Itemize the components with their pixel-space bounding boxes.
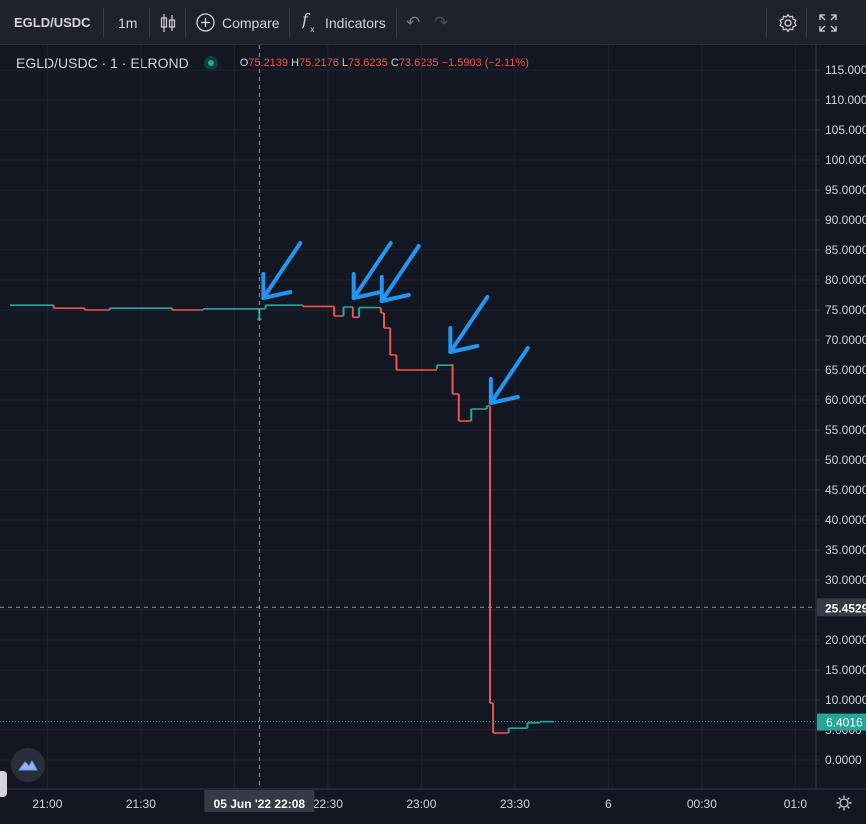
symbol-button[interactable]: EGLD/USDC xyxy=(14,15,91,30)
annotation-arrow-shaft xyxy=(261,241,303,300)
candles-icon[interactable] xyxy=(160,0,176,45)
gear-icon[interactable] xyxy=(778,0,798,45)
interval-button[interactable]: 1m xyxy=(118,14,138,31)
ohlc-values: O75.2139 H75.2176 L73.6235 C73.6235 −1.5… xyxy=(240,57,529,69)
toolbar-divider xyxy=(103,8,104,38)
price-axis: 115.0000 110.0000 105.0000 100.0000 95.0000 9… xyxy=(815,45,866,789)
annotation-arrow-head xyxy=(448,326,480,354)
price-tick-label: 30.0000 xyxy=(825,573,866,587)
close-value: 73.6235 xyxy=(398,57,439,69)
price-tick-label: 60.0000 xyxy=(825,393,866,407)
annotation-arrow-shaft xyxy=(488,346,530,405)
chart-legend: EGLD/USDC · 1 · ELROND O75.2139 H75.2176… xyxy=(16,55,529,71)
crosshair-time-tag xyxy=(204,790,315,812)
compare-label: Compare xyxy=(222,14,280,31)
chart-grid xyxy=(0,45,816,789)
time-tick-label: 6 xyxy=(605,797,612,811)
price-tick-label: 70.0000 xyxy=(825,333,866,347)
tradingview-logo[interactable] xyxy=(11,748,45,782)
low-label: L xyxy=(341,57,348,69)
price-tick-label: 65.0000 xyxy=(825,363,866,377)
annotation-arrow-shaft xyxy=(379,244,421,303)
price-tick-label: 95.0000 xyxy=(825,183,866,197)
price-tick-label: 15.0000 xyxy=(825,663,866,677)
annotation-arrow-head xyxy=(379,275,411,303)
time-tick-label: 21:30 xyxy=(126,797,156,811)
time-axis: 21:00 21:30 22:30 23:00 23:30 6 00:30 01:0 05 Ju… xyxy=(0,788,866,824)
price-chart[interactable]: 115.0000 110.0000 105.0000 100.0000 95.0000 9… xyxy=(0,45,866,824)
change-value: −1.5903 (−2.11%) xyxy=(441,57,529,69)
left-panel-handle[interactable] xyxy=(0,771,7,797)
crosshair-price-tag xyxy=(817,598,866,617)
svg-text:f: f xyxy=(302,12,311,29)
price-tick-label: 90.0000 xyxy=(825,213,866,227)
toolbar-divider xyxy=(289,8,290,38)
arrow-annotations xyxy=(261,241,530,405)
plus-circle-icon xyxy=(196,13,215,32)
price-tick-label: 40.0000 xyxy=(825,513,866,527)
compare-button[interactable]: Compare xyxy=(196,0,280,45)
last-price-label: 6.4016 xyxy=(826,716,863,730)
low-value: 73.6235 xyxy=(348,57,388,69)
axis-settings-icon-core xyxy=(839,798,849,808)
annotation-arrow-shaft xyxy=(351,241,393,300)
price-tick-label: 110.0000 xyxy=(825,93,866,107)
price-tick-label: 100.0000 xyxy=(825,153,866,167)
time-axis-bg xyxy=(0,790,866,824)
toolbar-divider xyxy=(766,8,767,38)
annotation-arrow-head xyxy=(488,377,520,405)
price-tick-label: 0.0000 xyxy=(825,753,862,767)
open-value: 75.2139 xyxy=(248,57,289,69)
candle-series xyxy=(0,45,816,789)
price-tick-label: 85.0000 xyxy=(825,243,866,257)
price-axis-bg xyxy=(817,45,866,789)
price-tick-label: 45.0000 xyxy=(825,483,866,497)
price-tick-label: 105.0000 xyxy=(825,123,866,137)
time-tick-label: 23:00 xyxy=(406,797,436,811)
axis-settings-icon-tooth xyxy=(838,797,841,800)
time-tick-label: 22:30 xyxy=(313,797,343,811)
price-tick-label: 115.0000 xyxy=(825,63,866,77)
svg-text:x: x xyxy=(310,25,315,34)
annotation-arrow-head xyxy=(351,272,383,300)
toolbar-divider xyxy=(806,8,807,38)
toolbar-divider xyxy=(149,8,150,38)
price-tick-label: 75.0000 xyxy=(825,303,866,317)
price-tick-label: 20.0000 xyxy=(825,633,866,647)
toolbar-divider xyxy=(396,8,397,38)
annotation-arrow-shaft xyxy=(448,295,490,354)
axis-settings-icon-tooth xyxy=(838,806,841,809)
market-status-dot[interactable] xyxy=(203,56,218,70)
high-value: 75.2176 xyxy=(299,57,339,69)
price-tick-label: 35.0000 xyxy=(825,543,866,557)
time-tick-label: 23:30 xyxy=(500,797,530,811)
redo-icon[interactable]: ↷ xyxy=(434,12,449,32)
fx-icon: fx xyxy=(302,12,315,34)
axis-settings-icon-tooth xyxy=(847,797,850,800)
open-label: O xyxy=(239,57,249,69)
high-label: H xyxy=(291,57,300,69)
time-tick-label: 21:00 xyxy=(32,797,62,811)
time-tick-label: 01:0 xyxy=(784,797,808,811)
indicators-label: Indicators xyxy=(325,14,386,31)
fullscreen-icon[interactable] xyxy=(818,0,838,45)
axis-settings-icon-tooth xyxy=(847,806,850,809)
axis-settings-icon xyxy=(836,795,852,811)
crosshair-time-label: 05 Jun '22 22:08 xyxy=(214,797,306,811)
close-label: C xyxy=(390,57,399,69)
toolbar-divider xyxy=(185,8,186,38)
crosshair-price-label: 25.4529 xyxy=(825,601,866,615)
time-tick-label: 00:30 xyxy=(687,797,717,811)
price-tick-label: 50.0000 xyxy=(825,453,866,467)
price-tick-label: 80.0000 xyxy=(825,273,866,287)
undo-icon[interactable]: ↶ xyxy=(406,12,421,32)
last-price-tag xyxy=(817,713,866,731)
annotation-arrow-head xyxy=(261,272,293,300)
price-tick-label: 55.0000 xyxy=(825,423,866,437)
legend-symbol-title[interactable]: EGLD/USDC · 1 · ELROND xyxy=(16,55,189,71)
price-tick-label: 10.0000 xyxy=(825,693,866,707)
